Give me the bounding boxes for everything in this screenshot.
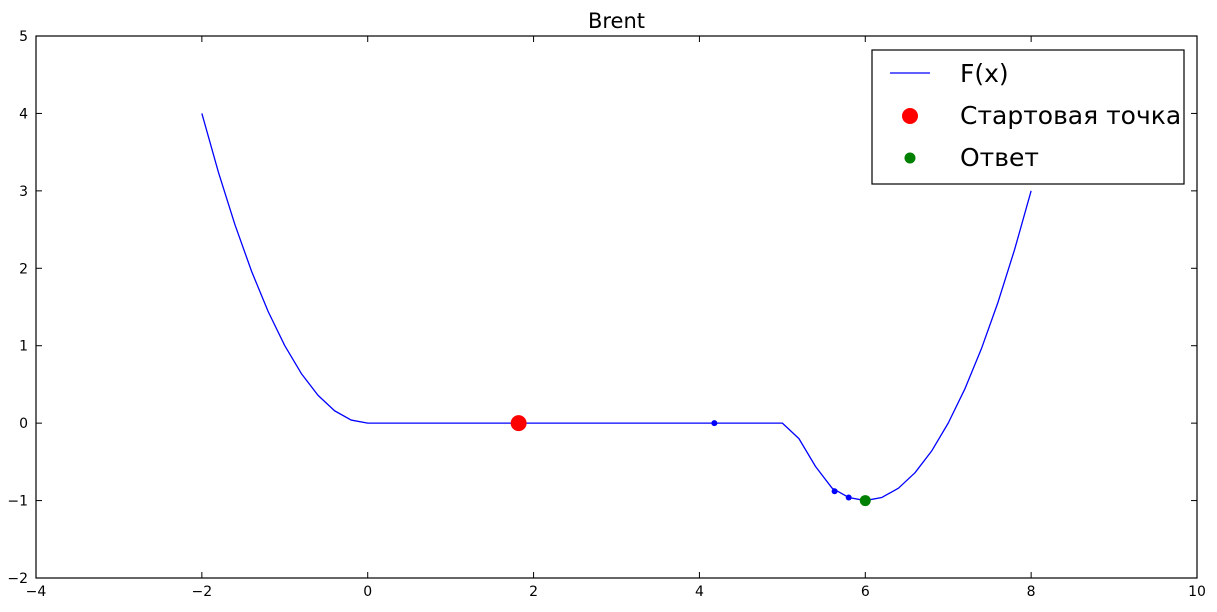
- start-point: [510, 415, 527, 432]
- y-tick-label: −2: [7, 571, 28, 587]
- iteration-point: [831, 488, 838, 495]
- y-tick-label: 3: [19, 184, 28, 200]
- y-tick-label: 4: [19, 106, 28, 122]
- x-tick-label: 10: [1188, 584, 1206, 600]
- x-tick-label: 2: [529, 584, 538, 600]
- y-tick-label: −1: [7, 494, 28, 510]
- x-tick-label: −4: [26, 584, 47, 600]
- legend: F(x) Стартовая точка Ответ: [871, 49, 1185, 185]
- legend-label-f: F(x): [960, 59, 1009, 88]
- answer-point: [859, 495, 871, 507]
- x-tick-label: −2: [192, 584, 213, 600]
- series-layer: [201, 113, 1032, 507]
- x-tick-label: 4: [695, 584, 704, 600]
- y-tick-label: 0: [19, 416, 28, 432]
- y-tick-label: 2: [19, 261, 28, 277]
- y-tick-label: 5: [19, 29, 28, 45]
- x-tick-label: 8: [1027, 584, 1036, 600]
- chart-title: Brent: [588, 9, 645, 33]
- x-tick-label: 6: [861, 584, 870, 600]
- legend-label-start: Стартовая точка: [960, 101, 1181, 130]
- x-tick-label: 0: [363, 584, 372, 600]
- y-tick-label: 1: [19, 339, 28, 355]
- legend-swatch-answer: [904, 152, 916, 164]
- iteration-point: [711, 420, 718, 427]
- legend-swatch-start: [902, 108, 918, 124]
- iteration-point: [845, 494, 852, 501]
- plot-area: [201, 113, 1032, 507]
- legend-box: [871, 49, 1185, 185]
- legend-label-answer: Ответ: [960, 143, 1039, 172]
- series-line-f: [201, 113, 1032, 502]
- plot-frame: [35, 35, 1198, 579]
